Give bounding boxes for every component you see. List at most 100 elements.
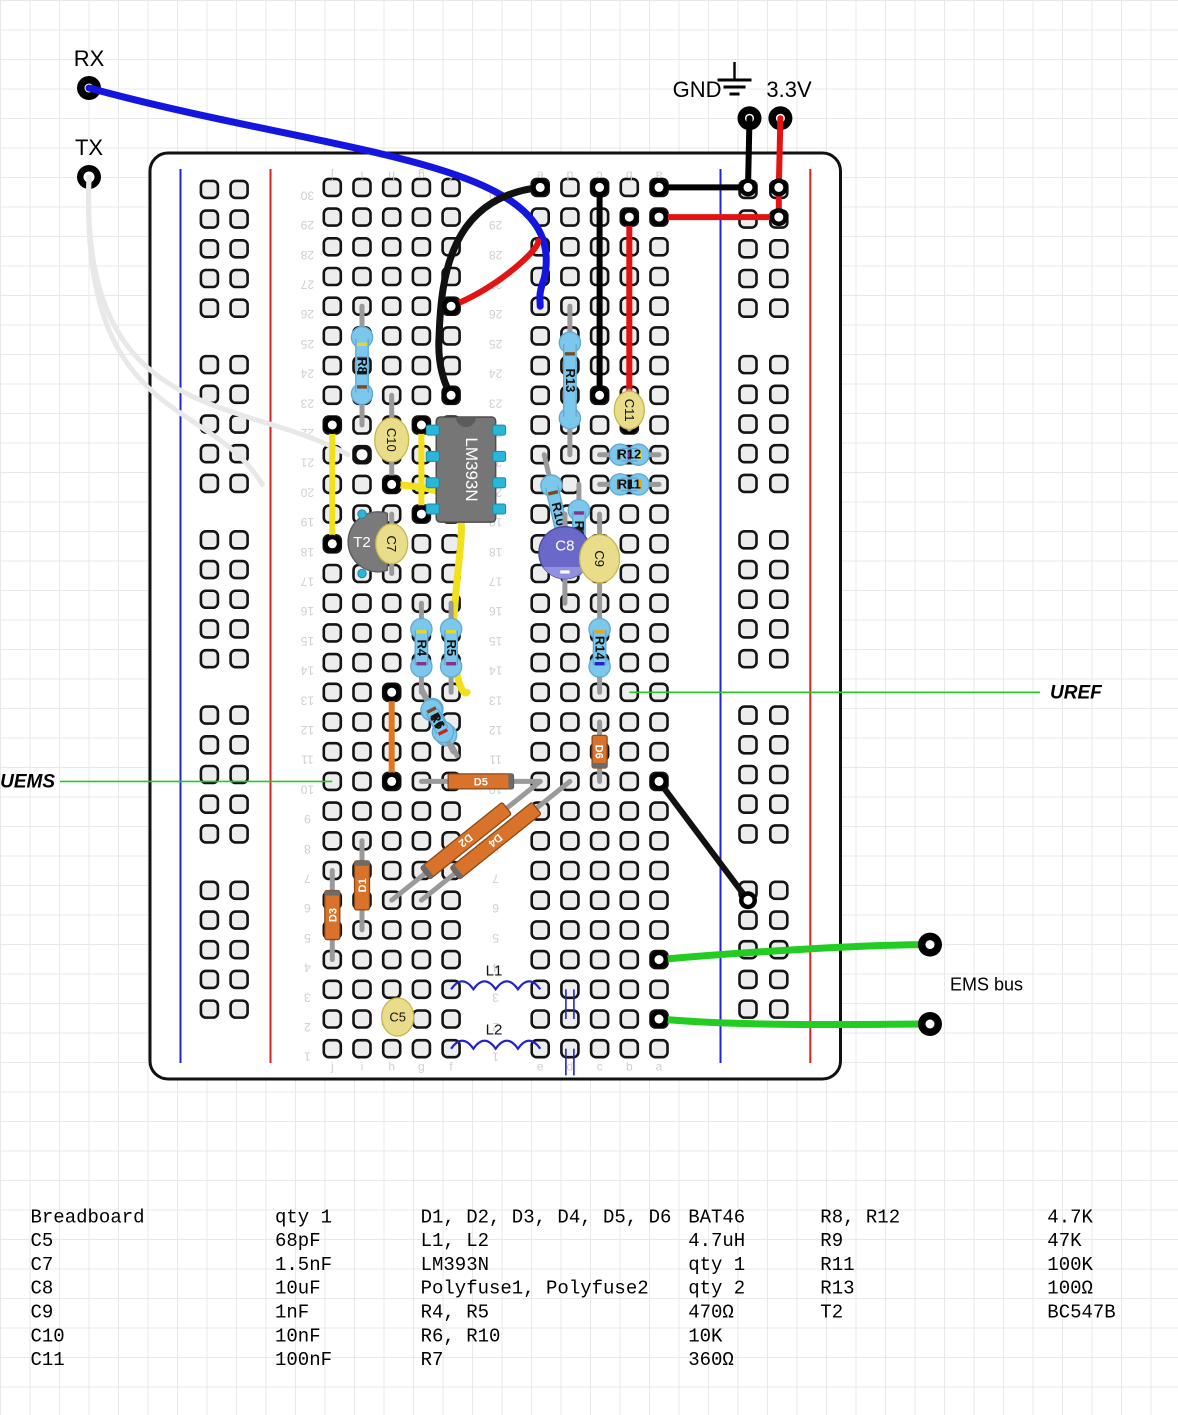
svg-text:13: 13: [300, 693, 314, 707]
svg-text:R9: R9: [820, 1230, 843, 1252]
svg-text:j: j: [331, 168, 335, 182]
svg-text:15: 15: [489, 634, 503, 648]
svg-text:D1, D2, D3, D4, D5, D6: D1, D2, D3, D4, D5, D6: [421, 1206, 672, 1228]
svg-text:C11: C11: [31, 1349, 65, 1371]
svg-text:4.7uH: 4.7uH: [688, 1230, 745, 1252]
svg-text:R13: R13: [820, 1278, 854, 1300]
svg-text:GND: GND: [673, 77, 722, 102]
svg-text:C7: C7: [384, 535, 399, 552]
svg-text:13: 13: [489, 693, 503, 707]
svg-text:1nF: 1nF: [275, 1302, 309, 1324]
svg-text:29: 29: [300, 218, 314, 232]
svg-text:360Ω: 360Ω: [688, 1349, 734, 1371]
svg-text:C11: C11: [622, 399, 637, 422]
svg-text:11: 11: [489, 753, 502, 767]
svg-text:L1, L2: L1, L2: [421, 1230, 489, 1252]
svg-text:14: 14: [489, 664, 503, 678]
svg-text:C7: C7: [31, 1254, 54, 1276]
svg-text:e: e: [537, 1060, 544, 1074]
svg-text:R8, R12: R8, R12: [820, 1206, 900, 1228]
svg-text:UREF: UREF: [1050, 682, 1103, 703]
svg-text:6: 6: [492, 901, 499, 915]
svg-text:25: 25: [489, 337, 503, 351]
svg-text:C5: C5: [389, 1010, 406, 1025]
svg-text:C5: C5: [31, 1230, 54, 1252]
svg-text:qty 1: qty 1: [275, 1206, 332, 1228]
svg-text:15: 15: [300, 634, 314, 648]
svg-text:9: 9: [304, 812, 311, 826]
svg-text:R4: R4: [414, 639, 429, 656]
svg-text:10nF: 10nF: [275, 1325, 321, 1347]
svg-text:D1: D1: [357, 878, 369, 892]
svg-text:C8: C8: [555, 538, 574, 555]
svg-text:R12: R12: [617, 447, 641, 462]
svg-text:d: d: [567, 168, 574, 182]
svg-text:TX: TX: [75, 135, 103, 160]
svg-text:28: 28: [489, 248, 503, 262]
svg-text:100Ω: 100Ω: [1047, 1278, 1093, 1300]
svg-text:C9: C9: [31, 1302, 54, 1324]
svg-text:3.3V: 3.3V: [766, 77, 812, 102]
svg-text:470Ω: 470Ω: [688, 1302, 734, 1324]
svg-text:10uF: 10uF: [275, 1278, 321, 1300]
svg-text:D6: D6: [593, 745, 605, 759]
svg-text:h: h: [388, 168, 395, 182]
svg-text:26: 26: [300, 307, 314, 321]
svg-text:10K: 10K: [688, 1325, 723, 1347]
svg-text:i: i: [361, 168, 364, 182]
svg-text:10: 10: [300, 782, 314, 796]
svg-text:7: 7: [492, 872, 499, 886]
svg-text:20: 20: [300, 485, 314, 499]
svg-text:R7: R7: [421, 1349, 444, 1371]
svg-text:D3: D3: [327, 908, 339, 922]
svg-text:UEMS: UEMS: [0, 771, 55, 792]
svg-text:8: 8: [304, 842, 311, 856]
svg-text:R13: R13: [563, 369, 578, 393]
svg-text:23: 23: [300, 396, 314, 410]
svg-text:b: b: [626, 168, 633, 182]
svg-text:18: 18: [489, 545, 503, 559]
svg-text:47K: 47K: [1047, 1230, 1082, 1252]
svg-text:16: 16: [300, 604, 314, 618]
svg-text:26: 26: [489, 307, 503, 321]
svg-text:g: g: [418, 168, 425, 182]
svg-text:a: a: [656, 1060, 663, 1074]
svg-text:4.7K: 4.7K: [1047, 1206, 1093, 1228]
svg-text:19: 19: [300, 515, 314, 529]
svg-text:L1: L1: [486, 962, 503, 979]
svg-text:R8: R8: [355, 357, 370, 374]
svg-text:T2: T2: [353, 534, 371, 551]
svg-text:12: 12: [489, 723, 503, 737]
svg-text:C9: C9: [592, 550, 607, 567]
svg-text:3: 3: [304, 990, 311, 1004]
svg-text:16: 16: [489, 604, 503, 618]
svg-text:C10: C10: [31, 1325, 65, 1347]
svg-text:29: 29: [489, 218, 503, 232]
svg-text:100nF: 100nF: [275, 1349, 332, 1371]
svg-text:R6, R10: R6, R10: [421, 1325, 501, 1347]
svg-text:1.5nF: 1.5nF: [275, 1254, 332, 1276]
svg-text:24: 24: [489, 367, 503, 381]
svg-text:BC547B: BC547B: [1047, 1302, 1115, 1324]
svg-text:LM393N: LM393N: [421, 1254, 489, 1276]
svg-text:3: 3: [492, 990, 499, 1004]
svg-text:D5: D5: [474, 776, 488, 788]
svg-text:7: 7: [304, 872, 311, 886]
svg-text:b: b: [626, 1060, 633, 1074]
svg-text:11: 11: [301, 753, 314, 767]
svg-text:14: 14: [300, 664, 314, 678]
svg-text:2: 2: [304, 1020, 311, 1034]
svg-text:5: 5: [492, 931, 499, 945]
svg-text:EMS bus: EMS bus: [950, 974, 1023, 994]
svg-text:1: 1: [492, 1050, 499, 1064]
svg-text:qty 2: qty 2: [688, 1278, 745, 1300]
svg-text:BAT46: BAT46: [688, 1206, 745, 1228]
svg-text:T2: T2: [820, 1302, 843, 1324]
svg-text:5: 5: [304, 931, 311, 945]
svg-text:LM393N: LM393N: [462, 437, 481, 501]
svg-text:6: 6: [304, 901, 311, 915]
svg-text:h: h: [388, 1060, 395, 1074]
svg-text:qty 1: qty 1: [688, 1254, 745, 1276]
svg-text:68pF: 68pF: [275, 1230, 321, 1252]
svg-text:R11: R11: [820, 1254, 854, 1276]
